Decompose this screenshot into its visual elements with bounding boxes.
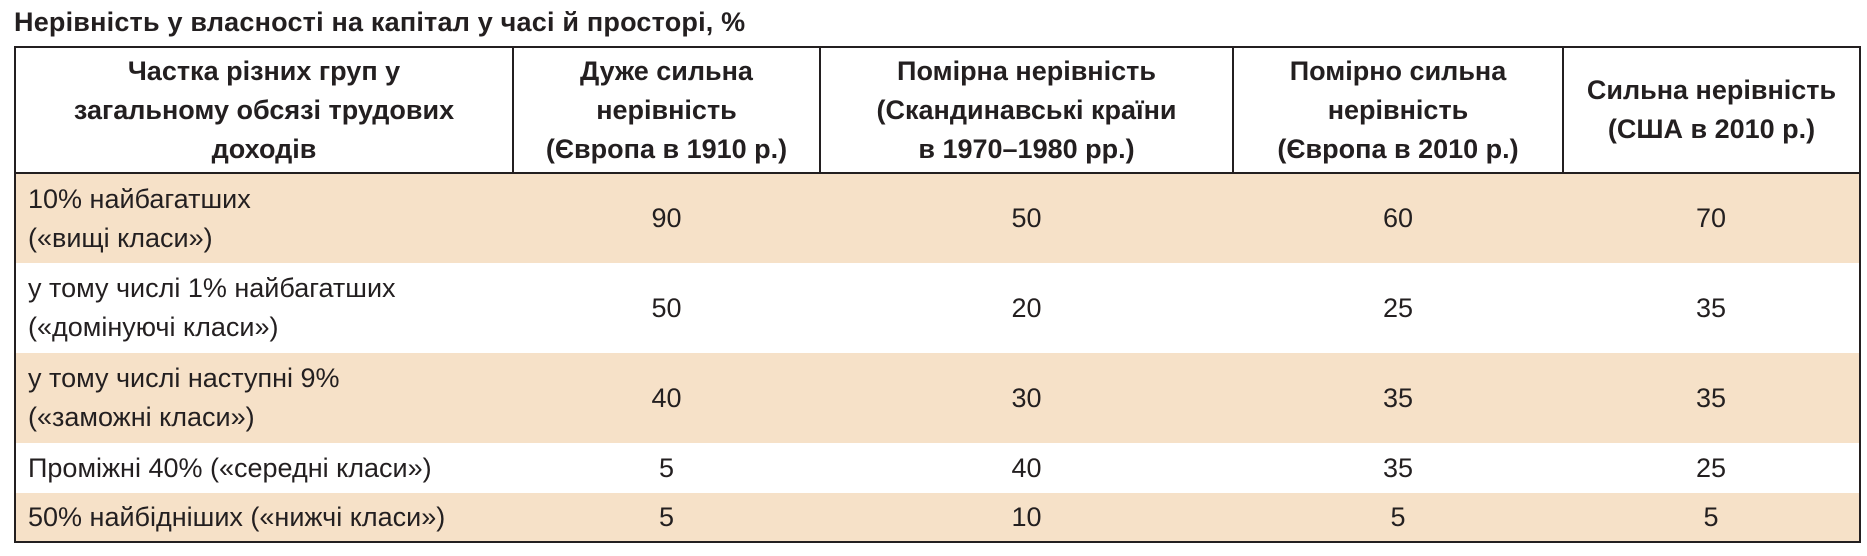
table-cell: 35 (1563, 263, 1860, 353)
row-label: 10% найбагатших («вищі класи») (15, 173, 513, 263)
table-cell: 35 (1563, 353, 1860, 443)
header-line: (Скандинавські країни (876, 94, 1177, 125)
table-cell: 50 (513, 263, 820, 353)
row-label-line: у тому числі наступні 9% (28, 363, 340, 393)
table-cell: 25 (1563, 443, 1860, 493)
table-cell: 10 (820, 493, 1233, 542)
table-cell: 35 (1233, 443, 1563, 493)
row-label-line: у тому числі 1% найбагатших (28, 273, 396, 303)
row-label: Проміжні 40% («середні класи») (15, 443, 513, 493)
header-cell-moderate: Помірна нерівність (Скандинавські країни… (819, 46, 1234, 174)
header-line: Дуже сильна (580, 55, 753, 86)
table-cell: 50 (820, 173, 1233, 263)
header-line: Сильна нерівність (1586, 75, 1837, 105)
table-cell: 30 (820, 353, 1233, 443)
row-label: у тому числі наступні 9% («заможні класи… (15, 353, 513, 443)
table-cell: 35 (1233, 353, 1563, 443)
header-line: Помірно сильна (1289, 55, 1507, 86)
table-row: Проміжні 40% («середні класи») 5 40 35 2… (15, 443, 1860, 493)
row-label-line: Проміжні 40% («середні класи») (28, 452, 432, 483)
table-cell: 5 (1233, 493, 1563, 542)
header-cell-strong: Сильна нерівність (США в 2010 р.) (1562, 46, 1861, 174)
row-label: 50% найбідніших («нижчі класи») (15, 493, 513, 542)
row-label-line: 10% найбагатших (28, 183, 251, 214)
table-cell: 60 (1233, 173, 1563, 263)
table-cell: 5 (513, 443, 820, 493)
row-label-line: («домінуючі класи») (28, 312, 279, 342)
header-cell-moderately-strong: Помірно сильна нерівність (Європа в 2010… (1232, 46, 1564, 174)
header-line: Помірна нерівність (897, 55, 1156, 86)
row-label-line: («заможні класи») (28, 402, 255, 432)
table-row: 10% найбагатших («вищі класи») 90 50 60 … (15, 173, 1860, 263)
row-label: у тому числі 1% найбагатших («домінуючі … (15, 263, 513, 353)
table-row: у тому числі наступні 9% («заможні класи… (15, 353, 1860, 443)
header-line: в 1970–1980 рр.) (918, 133, 1135, 164)
header-line: нерівність (596, 94, 737, 125)
header-line: Частка різних груп у (127, 55, 401, 86)
table-row: у тому числі 1% найбагатших («домінуючі … (15, 263, 1860, 353)
header-line: (Європа в 2010 р.) (1277, 133, 1519, 164)
header-line: (США в 2010 р.) (1607, 114, 1816, 144)
header-line: нерівність (1327, 94, 1469, 125)
table-title: Нерівність у власності на капітал у часі… (14, 7, 746, 37)
header-line: доходів (211, 133, 317, 164)
table-cell: 25 (1233, 263, 1563, 353)
header-cell-group-share: Частка різних груп у загальному обсязі т… (14, 46, 514, 174)
header-line: загальному обсязі трудових (73, 94, 455, 125)
table-cell: 5 (513, 493, 820, 542)
header-row: Частка різних груп у загальному обсязі т… (14, 46, 1861, 174)
table-cell: 20 (820, 263, 1233, 353)
capital-inequality-table: Частка різних груп у загальному обсязі т… (14, 46, 1861, 543)
header-line: (Європа в 1910 р.) (545, 133, 788, 164)
table-cell: 40 (820, 443, 1233, 493)
table-cell: 5 (1563, 493, 1860, 542)
table-cell: 90 (513, 173, 820, 263)
row-label-line: («вищі класи») (28, 222, 213, 253)
header-cell-very-strong: Дуже сильна нерівність (Європа в 1910 р.… (512, 46, 821, 174)
table-row: 50% найбідніших («нижчі класи») 5 10 5 5 (15, 493, 1860, 542)
table-cell: 40 (513, 353, 820, 443)
table-cell: 70 (1563, 173, 1860, 263)
row-label-line: 50% найбідніших («нижчі класи») (28, 501, 446, 532)
